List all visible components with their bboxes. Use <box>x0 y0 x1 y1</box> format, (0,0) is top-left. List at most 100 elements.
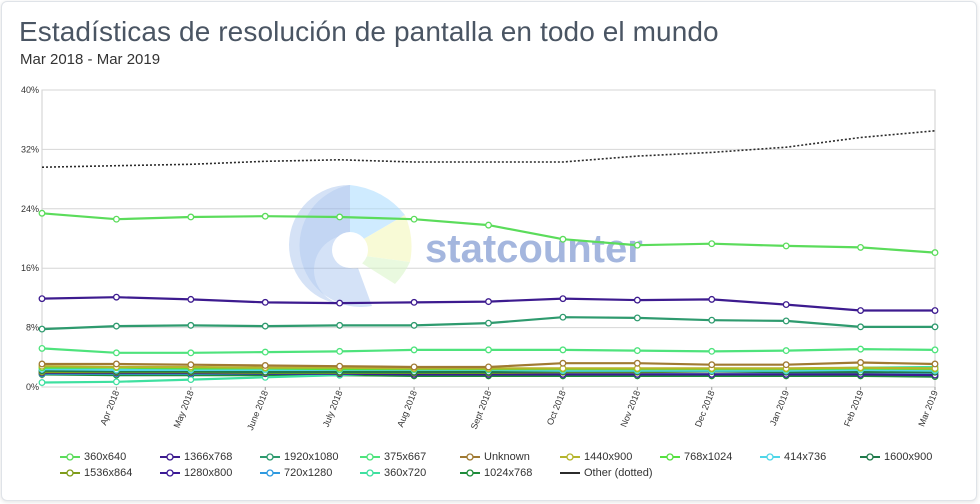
legend-label: 1440x900 <box>584 451 633 463</box>
y-tick-label: 0% <box>26 382 39 392</box>
data-point <box>410 215 418 223</box>
data-point <box>38 344 46 352</box>
data-point <box>112 215 120 223</box>
data-point <box>633 347 641 355</box>
legend-label: 1366x768 <box>184 451 233 463</box>
data-point <box>708 361 716 369</box>
data-point <box>187 349 195 357</box>
data-point <box>485 363 492 371</box>
legend-item[interactable]: 375x667 <box>360 449 426 465</box>
data-point <box>559 235 567 243</box>
x-tick-label: Feb 2019 <box>842 389 866 428</box>
x-tick-label: July 2018 <box>321 389 345 428</box>
data-point <box>336 213 344 221</box>
legend-item[interactable]: 720x1280 <box>260 465 332 481</box>
legend-label: 414x736 <box>784 451 827 463</box>
x-tick-label: Mar 2019 <box>916 389 940 428</box>
legend-item[interactable]: 1536x864 <box>60 465 132 481</box>
legend-swatch <box>460 469 480 477</box>
data-point <box>261 212 269 220</box>
data-point <box>633 314 641 322</box>
legend-item[interactable]: 1600x900 <box>860 449 932 465</box>
legend-swatch <box>360 453 380 461</box>
data-point <box>857 345 865 353</box>
data-point <box>782 242 790 250</box>
legend-swatch <box>160 453 180 461</box>
legend-swatch <box>860 453 880 461</box>
legend-swatch <box>660 453 680 461</box>
data-point <box>782 301 790 309</box>
legend-item[interactable]: 1024x768 <box>460 465 532 481</box>
data-point <box>708 240 716 248</box>
data-point <box>336 321 344 329</box>
data-point <box>187 295 195 303</box>
data-point <box>931 346 939 354</box>
data-point <box>187 376 195 384</box>
legend-item[interactable]: Other (dotted) <box>560 465 652 481</box>
x-tick-label: Oct 2018 <box>545 389 568 427</box>
data-point <box>931 249 939 257</box>
legend-item[interactable]: 1366x768 <box>160 449 232 465</box>
y-tick-label: 32% <box>21 144 39 154</box>
y-tick-label: 8% <box>26 323 39 333</box>
legend-item[interactable]: 1280x800 <box>160 465 232 481</box>
x-tick-label: Nov 2018 <box>618 389 642 428</box>
x-axis-ticks: Apr 2018 May 2018 June 2018 July 2018 Aug 20… <box>98 387 940 432</box>
data-point <box>559 359 567 367</box>
data-point <box>336 299 344 307</box>
data-point <box>38 209 46 217</box>
legend-item[interactable]: 360x720 <box>360 465 426 481</box>
data-point <box>38 379 46 386</box>
legend-label: Other (dotted) <box>584 467 653 479</box>
legend-swatch <box>560 453 580 461</box>
legend-item[interactable]: 360x640 <box>60 449 126 465</box>
x-tick-label: Aug 2018 <box>395 389 419 428</box>
legend-label: 1280x800 <box>184 467 233 479</box>
data-point <box>410 346 418 354</box>
legend-item[interactable]: 768x1024 <box>660 449 732 465</box>
series-375x667 <box>38 344 939 357</box>
data-point <box>931 307 939 314</box>
legend-label: 375x667 <box>384 451 427 463</box>
series-other-dotted- <box>41 130 936 168</box>
data-point <box>857 307 865 314</box>
legend-swatch <box>760 453 780 461</box>
x-tick-label: Jan 2019 <box>768 389 791 427</box>
data-point <box>708 316 716 324</box>
series-line <box>41 130 936 168</box>
legend-label: 1600x900 <box>884 451 933 463</box>
legend-label: 720x1280 <box>284 467 333 479</box>
y-axis-ticks: 0% 8% 16% 24% 32% 40% <box>21 85 39 392</box>
data-point <box>410 298 418 306</box>
legend-swatch <box>160 469 180 477</box>
legend-item[interactable]: 414x736 <box>760 449 826 465</box>
legend-item[interactable]: Unknown <box>460 449 530 465</box>
data-point <box>782 347 790 355</box>
data-point <box>708 295 716 303</box>
legend-label: 1024x768 <box>484 467 533 479</box>
data-point <box>559 346 567 354</box>
data-point <box>112 293 120 301</box>
series-1366x768 <box>38 293 939 314</box>
data-point <box>857 243 865 251</box>
legend-swatch <box>360 469 380 477</box>
data-point <box>485 298 492 306</box>
x-tick-label: Dec 2018 <box>693 389 717 428</box>
x-tick-label: Sept 2018 <box>469 389 494 431</box>
legend-label: Unknown <box>484 451 530 463</box>
legend-item[interactable]: 1440x900 <box>560 449 632 465</box>
data-point <box>187 213 195 221</box>
x-tick-label: Apr 2018 <box>98 389 121 427</box>
series-360x640 <box>38 209 939 257</box>
data-point <box>410 363 418 371</box>
data-point <box>485 221 492 229</box>
data-point <box>633 296 641 304</box>
legend-swatch <box>260 453 280 461</box>
legend-item[interactable]: 1920x1080 <box>260 449 338 465</box>
x-tick-label: June 2018 <box>245 389 270 432</box>
legend-swatch <box>60 469 80 477</box>
data-point <box>187 321 195 329</box>
data-point <box>857 359 865 366</box>
chart-subtitle: Mar 2018 - Mar 2019 <box>20 51 161 68</box>
legend-label: 360x720 <box>384 467 427 479</box>
